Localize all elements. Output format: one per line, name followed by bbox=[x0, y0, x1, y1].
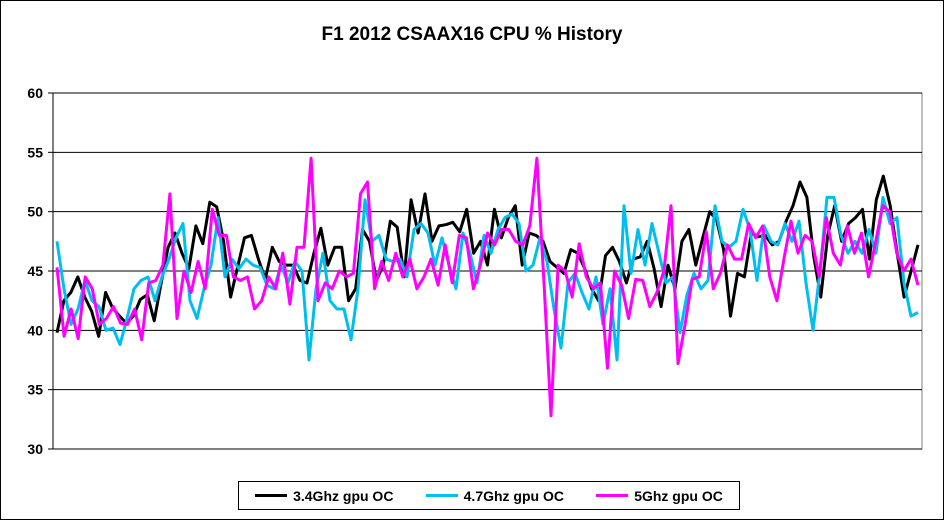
legend-item-0: 3.4Ghz gpu OC bbox=[255, 488, 393, 504]
legend-item-2: 5Ghz gpu OC bbox=[596, 488, 723, 504]
legend-label-2: 5Ghz gpu OC bbox=[634, 487, 723, 504]
legend-swatch-2 bbox=[596, 494, 629, 497]
legend-label-1: 4.7Ghz gpu OC bbox=[463, 487, 564, 504]
legend-item-1: 4.7Ghz gpu OC bbox=[425, 487, 564, 504]
legend-label-0: 3.4Ghz gpu OC bbox=[293, 487, 394, 504]
y-tick-label-45: 45 bbox=[27, 263, 43, 279]
y-tick-label-30: 30 bbox=[27, 441, 43, 457]
series-line-2 bbox=[55, 156, 920, 418]
series-line-1 bbox=[55, 195, 919, 362]
y-tick-label-50: 50 bbox=[27, 204, 43, 220]
legend: 3.4Ghz gpu OC 4.7Ghz gpu OC 5Ghz gpu OC bbox=[238, 481, 740, 510]
y-tick-label-40: 40 bbox=[27, 322, 43, 338]
y-tick-label-35: 35 bbox=[27, 382, 43, 398]
legend-swatch-0 bbox=[255, 494, 288, 497]
y-tick-label-60: 60 bbox=[27, 85, 43, 101]
y-tick-label-55: 55 bbox=[27, 144, 43, 160]
legend-swatch-1 bbox=[425, 494, 458, 497]
chart-title: F1 2012 CSAAX16 CPU % History bbox=[321, 24, 623, 45]
